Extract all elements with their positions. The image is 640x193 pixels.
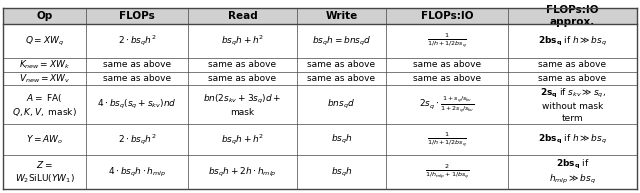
Text: same as above: same as above: [413, 60, 481, 69]
Text: $bs_q h + 2h \cdot h_{mlp}$: $bs_q h + 2h \cdot h_{mlp}$: [208, 165, 276, 179]
Text: $\mathbf{2s_q}$ if $s_{kv} \gg s_q$,
without mask
term: $\mathbf{2s_q}$ if $s_{kv} \gg s_q$, wit…: [540, 87, 605, 123]
Bar: [3, 85, 637, 124]
Text: $Z =$
$W_2$SiLU$(YW_1)$: $Z =$ $W_2$SiLU$(YW_1)$: [15, 159, 74, 185]
Text: $\frac{2}{1/h_{mlp} + 1/bs_q}$: $\frac{2}{1/h_{mlp} + 1/bs_q}$: [425, 163, 469, 181]
Text: FLOPs:IO
approx.: FLOPs:IO approx.: [546, 5, 598, 27]
Text: same as above: same as above: [103, 60, 171, 69]
Text: $V_{new} = XW_v$: $V_{new} = XW_v$: [19, 72, 70, 85]
Bar: [3, 58, 637, 72]
Bar: [3, 24, 637, 58]
Text: same as above: same as above: [209, 74, 276, 83]
Text: $bs_q h + h^2$: $bs_q h + h^2$: [221, 132, 264, 147]
Text: $bn(2s_{kv} + 3s_q)d +$
mask: $bn(2s_{kv} + 3s_q)d +$ mask: [204, 93, 282, 117]
Text: $A = $ FA(
$Q, K, V,$ mask): $A = $ FA( $Q, K, V,$ mask): [12, 91, 77, 118]
Bar: [3, 155, 637, 189]
Text: same as above: same as above: [413, 74, 481, 83]
Text: $\frac{1}{1/h + 1/2bs_q}$: $\frac{1}{1/h + 1/2bs_q}$: [427, 130, 467, 149]
Text: $4 \cdot bs_q h \cdot h_{mlp}$: $4 \cdot bs_q h \cdot h_{mlp}$: [108, 165, 166, 179]
Bar: [3, 72, 637, 85]
Text: $\frac{1}{1/h + 1/2bs_q}$: $\frac{1}{1/h + 1/2bs_q}$: [427, 32, 467, 50]
Text: Op: Op: [36, 11, 52, 21]
Text: same as above: same as above: [103, 74, 171, 83]
Text: Read: Read: [228, 11, 257, 21]
Bar: [3, 124, 637, 155]
Text: same as above: same as above: [307, 74, 376, 83]
Text: same as above: same as above: [209, 60, 276, 69]
Text: $2s_q \cdot \frac{1 + s_q/s_{kv}}{1 + 2s_q/s_{kv}}$: $2s_q \cdot \frac{1 + s_q/s_{kv}}{1 + 2s…: [419, 95, 475, 115]
Text: $4 \cdot bs_q(s_q + s_{kv})nd$: $4 \cdot bs_q(s_q + s_{kv})nd$: [97, 98, 177, 112]
Text: $bs_q h + h^2$: $bs_q h + h^2$: [221, 34, 264, 48]
Bar: [3, 8, 637, 24]
Text: $2 \cdot bs_q h^2$: $2 \cdot bs_q h^2$: [118, 132, 156, 147]
Text: $K_{new} = XW_k$: $K_{new} = XW_k$: [19, 58, 70, 71]
Text: same as above: same as above: [307, 60, 376, 69]
Text: FLOPs:IO: FLOPs:IO: [421, 11, 474, 21]
Text: $bs_q h$: $bs_q h$: [331, 133, 353, 146]
Text: $\mathbf{2bs_q}$ if
$h_{mlp} \gg bs_q$: $\mathbf{2bs_q}$ if $h_{mlp} \gg bs_q$: [549, 158, 596, 186]
Text: $bs_q h$: $bs_q h$: [331, 165, 353, 179]
Text: Write: Write: [325, 11, 358, 21]
Text: $Q = XW_q$: $Q = XW_q$: [25, 35, 64, 48]
Text: same as above: same as above: [538, 74, 607, 83]
Text: $2 \cdot bs_q h^2$: $2 \cdot bs_q h^2$: [118, 34, 156, 48]
Text: $bns_q d$: $bns_q d$: [328, 98, 355, 112]
Text: FLOPs: FLOPs: [119, 11, 155, 21]
Text: same as above: same as above: [538, 60, 607, 69]
Text: $\mathbf{2bs_q}$ if $h \gg bs_q$: $\mathbf{2bs_q}$ if $h \gg bs_q$: [538, 35, 607, 48]
Text: $bs_q h = bns_q d$: $bs_q h = bns_q d$: [312, 35, 371, 48]
Text: $Y = AW_o$: $Y = AW_o$: [26, 133, 63, 146]
Text: $\mathbf{2bs_q}$ if $h \gg bs_q$: $\mathbf{2bs_q}$ if $h \gg bs_q$: [538, 133, 607, 146]
